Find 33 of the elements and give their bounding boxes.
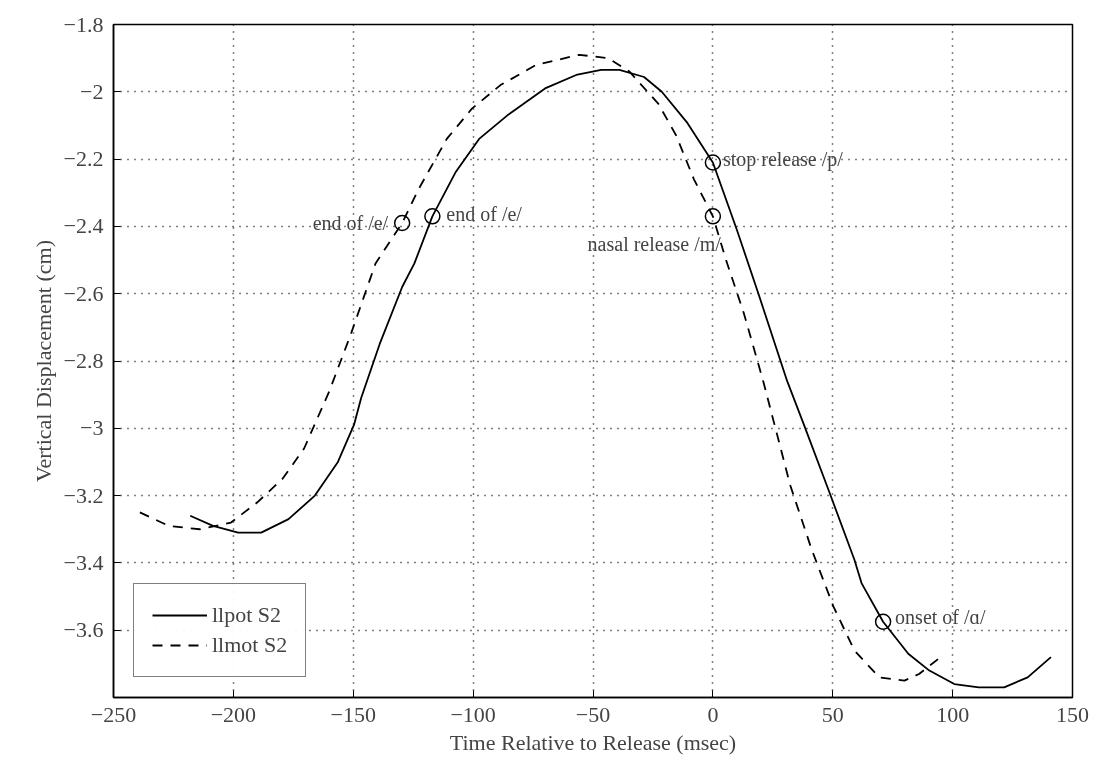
y-axis-title: Vertical Displacement (cm)	[30, 240, 56, 482]
annotation: stop release /p/	[722, 148, 844, 172]
x-axis-title: Time Relative to Release (msec)	[449, 729, 737, 755]
point	[874, 613, 892, 631]
x-tick-label: 50	[821, 701, 844, 727]
point	[704, 154, 722, 171]
point	[424, 208, 441, 225]
point	[393, 214, 411, 232]
annotation: onset of /ɑ/	[895, 605, 986, 628]
point	[704, 208, 722, 225]
x-tick-label: −200	[210, 701, 257, 727]
y-tick-label: −1.8	[63, 11, 104, 37]
annotation: end of /e/	[446, 203, 523, 226]
y-tick-label: −3.4	[63, 549, 104, 575]
y-tick-label: −2.6	[63, 280, 104, 306]
y-tick-label: −2.4	[63, 213, 104, 239]
x-tick-label: 150	[1056, 701, 1089, 727]
x-tick-label: 0	[707, 701, 719, 727]
y-tick-label: −3	[80, 415, 104, 441]
y-tick-label: −2	[80, 78, 104, 104]
x-tick-label: −250	[90, 701, 137, 727]
legend-label: llmot S2	[212, 632, 288, 658]
y-tick-label: −3.2	[63, 482, 104, 508]
x-tick-label: −100	[450, 701, 496, 727]
x-tick-label: −150	[330, 701, 376, 727]
annotation: nasal release /m/	[587, 233, 722, 256]
x-tick-label: 100	[936, 701, 970, 727]
annotation: end of /e/	[312, 212, 389, 235]
y-tick-label: −2.8	[63, 348, 104, 373]
y-tick-label: −2.2	[63, 146, 104, 172]
y-tick-label: −3.6	[63, 617, 104, 643]
legend-label: llpot S2	[212, 602, 282, 628]
x-tick-label: −50	[575, 701, 611, 727]
